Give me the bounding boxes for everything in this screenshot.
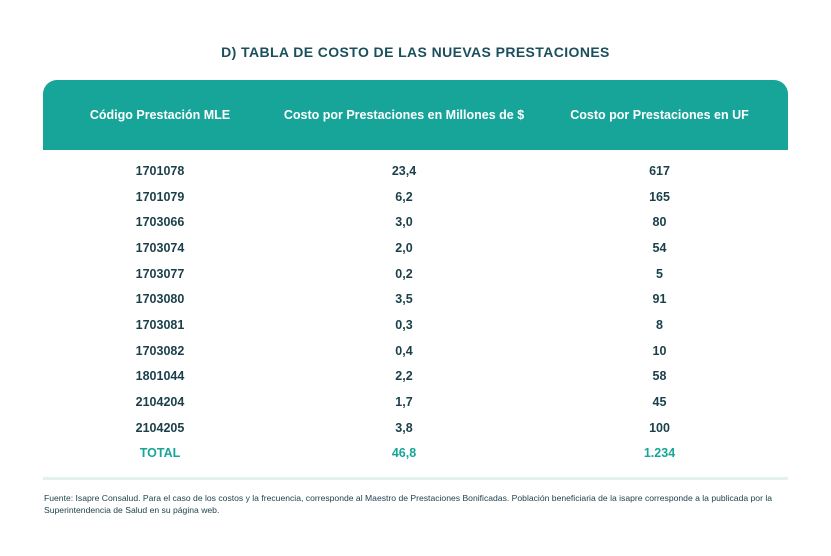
table-row: 2104205 3,8 100 xyxy=(43,415,788,441)
table-row: 1703081 0,3 8 xyxy=(43,312,788,338)
cell-code: 2104205 xyxy=(135,420,185,435)
cell-code: 1701078 xyxy=(135,163,185,178)
cell-cost-millions: 0,4 xyxy=(395,343,413,358)
cell-cost-millions: 0,3 xyxy=(395,317,413,332)
cell-code: 1703080 xyxy=(135,292,185,307)
cell-cost-millions: 23,4 xyxy=(391,163,417,178)
table-row: 1701078 23,4 617 xyxy=(43,158,788,184)
header-cost-millions: Costo por Prestaciones en Millones de $ xyxy=(283,108,525,122)
cell-code: 1703077 xyxy=(135,266,185,281)
table-header: Código Prestación MLE Costo por Prestaci… xyxy=(43,80,788,150)
cell-cost-uf: 80 xyxy=(652,215,667,230)
table-row: 1703080 3,5 91 xyxy=(43,286,788,312)
cell-code: 1801044 xyxy=(135,369,185,384)
table-row: 1703077 0,2 5 xyxy=(43,261,788,287)
cell-cost-uf: 100 xyxy=(649,420,670,435)
total-cell-cost-millions: 46,8 xyxy=(391,446,417,461)
table-title: D) TABLA DE COSTO DE LAS NUEVAS PRESTACI… xyxy=(221,44,610,60)
cell-cost-millions: 2,2 xyxy=(395,369,413,384)
header-code: Código Prestación MLE xyxy=(89,108,231,122)
cell-cost-millions: 3,8 xyxy=(395,420,413,435)
table-row: 1703082 0,4 10 xyxy=(43,338,788,364)
table-row: 1801044 2,2 58 xyxy=(43,364,788,390)
cell-cost-millions: 3,0 xyxy=(395,215,413,230)
cell-code: 1703081 xyxy=(135,317,185,332)
cell-cost-millions: 0,2 xyxy=(395,266,413,281)
total-cell-code: TOTAL xyxy=(139,446,181,461)
cell-cost-uf: 10 xyxy=(652,343,667,358)
cell-cost-uf: 8 xyxy=(656,317,663,332)
cell-code: 1701079 xyxy=(135,189,185,204)
cell-code: 1703082 xyxy=(135,343,185,358)
cell-cost-millions: 2,0 xyxy=(395,240,413,255)
total-cell-cost-uf: 1.234 xyxy=(643,446,676,461)
total-row: TOTAL 46,8 1.234 xyxy=(43,441,788,467)
cell-cost-millions: 6,2 xyxy=(395,189,413,204)
cell-code: 2104204 xyxy=(135,395,185,410)
cell-cost-millions: 1,7 xyxy=(395,395,413,410)
table-divider xyxy=(43,477,788,480)
table-row: 1703066 3,0 80 xyxy=(43,209,788,235)
table-body: 1701078 23,4 617 1701079 6,2 165 1703066 3,0 80 1… xyxy=(43,150,788,466)
cell-cost-uf: 54 xyxy=(652,240,667,255)
cell-cost-millions: 3,5 xyxy=(395,292,413,307)
cost-table: Código Prestación MLE Costo por Prestaci… xyxy=(43,80,788,466)
header-cost-uf: Costo por Prestaciones en UF xyxy=(570,108,749,122)
cell-code: 1703074 xyxy=(135,240,185,255)
source-note: Fuente: Isapre Consalud. Para el caso de… xyxy=(44,493,773,515)
cell-cost-uf: 5 xyxy=(656,266,663,281)
cell-cost-uf: 617 xyxy=(649,163,670,178)
table-row: 1703074 2,0 54 xyxy=(43,235,788,261)
table-row: 1701079 6,2 165 xyxy=(43,184,788,210)
cell-code: 1703066 xyxy=(135,215,185,230)
cell-cost-uf: 165 xyxy=(649,189,670,204)
cell-cost-uf: 58 xyxy=(652,369,667,384)
cell-cost-uf: 91 xyxy=(652,292,667,307)
table-row: 2104204 1,7 45 xyxy=(43,389,788,415)
cell-cost-uf: 45 xyxy=(652,395,667,410)
